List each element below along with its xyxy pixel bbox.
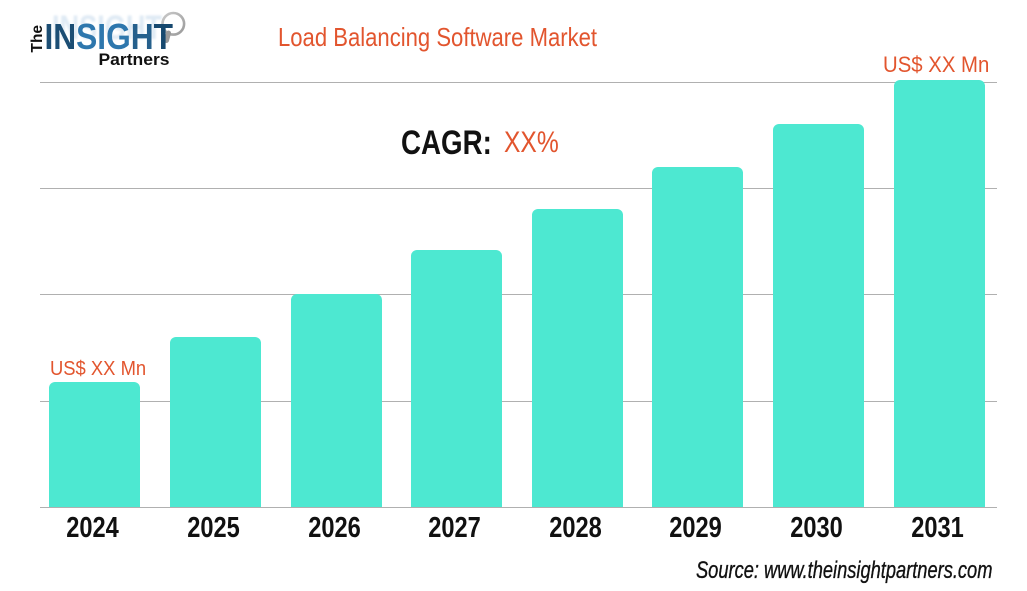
svg-text:INSIGHT: INSIGHT bbox=[52, 9, 162, 47]
svg-text:The: The bbox=[29, 25, 46, 53]
svg-text:Partners: Partners bbox=[99, 51, 170, 69]
svg-text:INSIGHT: INSIGHT bbox=[45, 16, 174, 57]
